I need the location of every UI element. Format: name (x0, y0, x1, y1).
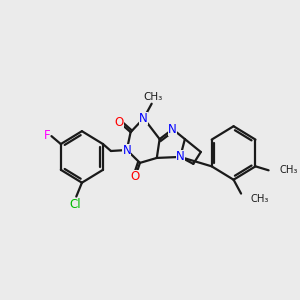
Text: CH₃: CH₃ (143, 92, 162, 102)
Text: N: N (176, 150, 184, 164)
Text: F: F (44, 129, 50, 142)
Text: N: N (168, 123, 177, 136)
Text: CH₃: CH₃ (280, 165, 298, 175)
Text: N: N (139, 112, 148, 125)
Text: O: O (130, 170, 140, 183)
Text: O: O (115, 116, 124, 129)
Text: N: N (122, 143, 131, 157)
Text: Cl: Cl (70, 198, 81, 211)
Text: CH₃: CH₃ (250, 194, 269, 203)
